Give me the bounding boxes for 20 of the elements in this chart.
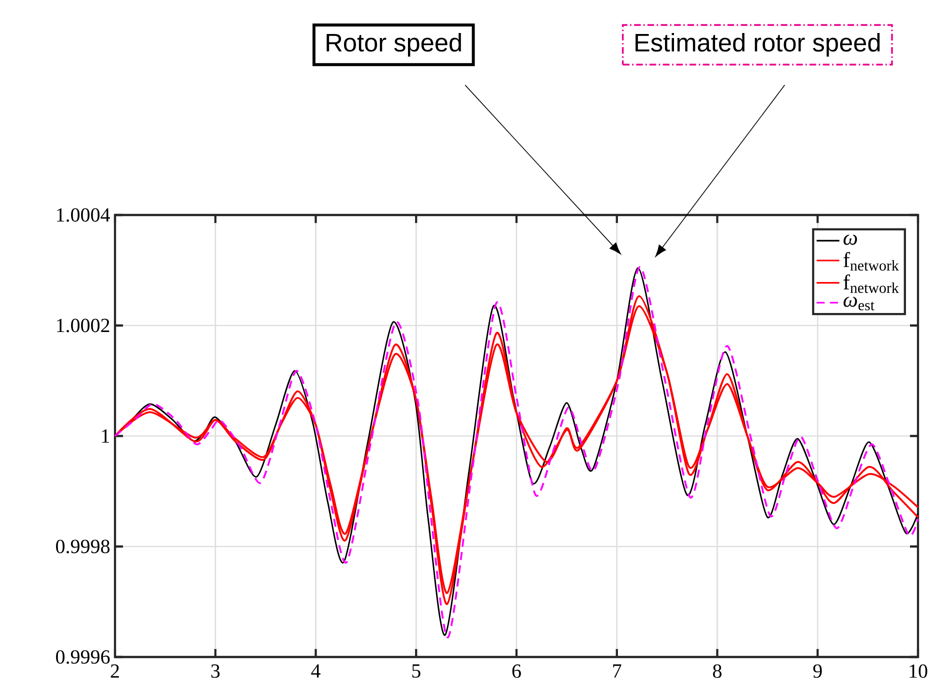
y-tick-label: 0.9998 (56, 540, 110, 554)
x-tick-label: 9 (813, 664, 822, 678)
legend-label: f$_{network}$ (844, 274, 899, 293)
y-tick-label: 1.0002 (57, 318, 110, 332)
x-tick-label: 10 (910, 664, 928, 678)
x-tick-label: 3 (211, 664, 220, 678)
legend-label: ω (844, 234, 857, 245)
text: Rotor speed (326, 33, 461, 57)
x-tick-label: 6 (512, 664, 521, 678)
y-tick-label: 0.9996 (56, 650, 110, 664)
x-tick-label: 2 (110, 664, 119, 678)
text: Estimated rotor speed (636, 33, 880, 57)
legend-label: ω$_{est}$ (844, 296, 874, 310)
x-tick-label: 4 (311, 664, 320, 678)
y-tick-label: 1 (102, 429, 110, 443)
x-tick-label: 8 (713, 664, 722, 678)
y-tick-label: 1.0004 (57, 208, 110, 222)
x-tick-label: 7 (613, 664, 622, 678)
legend-label: f$_{network}$ (844, 252, 899, 271)
x-tick-label: 5 (412, 664, 420, 678)
